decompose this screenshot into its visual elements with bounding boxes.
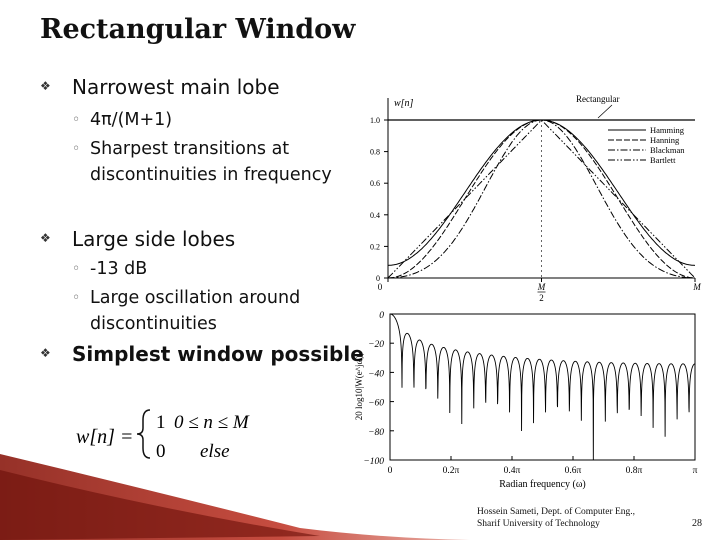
sub-bullet-marker-icon: ◦	[72, 141, 81, 157]
series-bartlett	[387, 119, 696, 279]
bullet-marker-icon: ❖	[40, 231, 51, 245]
bullet-simplest-window: ❖ Simplest window possible	[40, 342, 364, 366]
annotation-arrow	[597, 104, 613, 119]
footer-credit: Hossein Sameti, Dept. of Computer Eng., …	[477, 506, 635, 530]
formula-case1-condition: 0 ≤ n ≤ M	[174, 412, 250, 433]
x-tick-label: M	[537, 282, 546, 292]
y-tick-label: −60	[368, 399, 384, 409]
bullet-text: Large side lobes	[72, 227, 236, 251]
y-tick-label: −40	[368, 369, 384, 379]
bullet-marker-icon: ❖	[40, 346, 51, 360]
footer-line-1: Hossein Sameti, Dept. of Computer Eng.,	[477, 507, 636, 517]
y-tick-label: 0.4	[370, 211, 380, 220]
y-tick-label: 0	[379, 311, 384, 321]
footer-line-2: Sharif University of Technology	[477, 519, 600, 529]
bullet-narrowest-main-lobe: ❖ Narrowest main lobe	[40, 75, 280, 99]
x-tick-label: 0.2π	[443, 466, 460, 476]
formula-case2-value: 0	[156, 441, 166, 462]
y-axis-label: w[n]	[394, 98, 414, 109]
legend-label-bartlett: Bartlett	[650, 155, 676, 165]
sub-bullet-sharpest-transitions: ◦ Sharpest transitions at discontinuitie…	[72, 136, 332, 188]
series-rectangular-spectrum	[389, 313, 696, 461]
y-tick-label: 0.6	[370, 179, 380, 188]
legend-label-blackman: Blackman	[650, 145, 685, 155]
charts-figure: w[n]00.20.40.60.81.00 M2MRectangularHammi…	[354, 94, 701, 490]
x-axis-label: Radian frequency (ω)	[499, 479, 586, 490]
rectangular-spectrum-chart: 0 −20 −40 −60 −80 −100 0 0.2π 0.4π 0.6π 0.8π π Radia…	[354, 311, 698, 490]
formula-case2-condition: else	[200, 441, 230, 462]
x-tick-label: 0.6π	[565, 466, 582, 476]
sub-bullet-text-cont: discontinuities	[90, 314, 217, 334]
legend-label-hamming: Hamming	[650, 125, 685, 135]
sub-bullet-text: -13 dB	[90, 259, 148, 279]
sub-bullet-marker-icon: ◦	[72, 261, 81, 277]
plot-frame	[389, 313, 696, 461]
sub-bullet-text: Large oscillation around	[90, 288, 301, 308]
y-tick-label: 0	[376, 274, 380, 283]
x-tick-label: 0	[378, 282, 383, 292]
x-tick-label: 0.4π	[504, 466, 521, 476]
x-tick-label: 0.8π	[626, 466, 643, 476]
y-tick-label: −20	[368, 340, 384, 350]
sub-bullet-marker-icon: ◦	[72, 290, 81, 306]
y-tick-label: 0.8	[370, 148, 380, 157]
legend-label-hanning: Hanning	[650, 135, 680, 145]
series-hanning	[388, 119, 695, 279]
sub-bullet-text: Sharpest transitions at	[90, 139, 290, 159]
window-formula: w[n] = 1 0 ≤ n ≤ M 0 else	[76, 409, 250, 462]
bullet-marker-icon: ❖	[40, 79, 51, 93]
y-tick-label: 0.2	[370, 242, 380, 251]
y-axis-label: 20 log10|W(e^jω)|	[354, 354, 364, 421]
series-blackman	[388, 119, 695, 279]
formula-brace	[136, 409, 151, 459]
page-number: 28	[692, 518, 702, 529]
y-tick-label: −80	[368, 428, 384, 438]
decorative-swoosh	[0, 454, 470, 540]
bullet-large-side-lobes: ❖ Large side lobes	[40, 227, 236, 251]
x-tick-label: M	[692, 282, 701, 292]
sub-bullet-marker-icon: ◦	[72, 112, 81, 128]
sub-bullet-side-lobe-level: ◦ -13 dB	[72, 256, 148, 282]
window-shapes-chart: w[n]00.20.40.60.81.00 M2MRectangularHammi…	[370, 94, 701, 303]
x-tick-label: 2	[539, 293, 544, 303]
sub-bullet-large-oscillation: ◦ Large oscillation around discontinuiti…	[72, 285, 301, 337]
slide-title: Rectangular Window	[40, 14, 356, 45]
x-tick-label: π	[693, 466, 698, 476]
annotation-rectangular: Rectangular	[576, 94, 619, 104]
bullet-text: Narrowest main lobe	[72, 75, 280, 99]
y-tick-label: 1.0	[370, 116, 380, 125]
sub-bullet-text-cont: discontinuities in frequency	[90, 165, 332, 185]
formula-lhs: w[n] =	[76, 426, 133, 448]
sub-bullet-text: 4π/(M+1)	[90, 110, 173, 130]
y-tick-label: −100	[363, 457, 384, 467]
bullet-text: Simplest window possible	[72, 342, 364, 366]
x-tick-label: 0	[388, 466, 393, 476]
sub-bullet-main-lobe-width: ◦ 4π/(M+1)	[72, 107, 173, 133]
formula-case1-value: 1	[156, 412, 166, 433]
